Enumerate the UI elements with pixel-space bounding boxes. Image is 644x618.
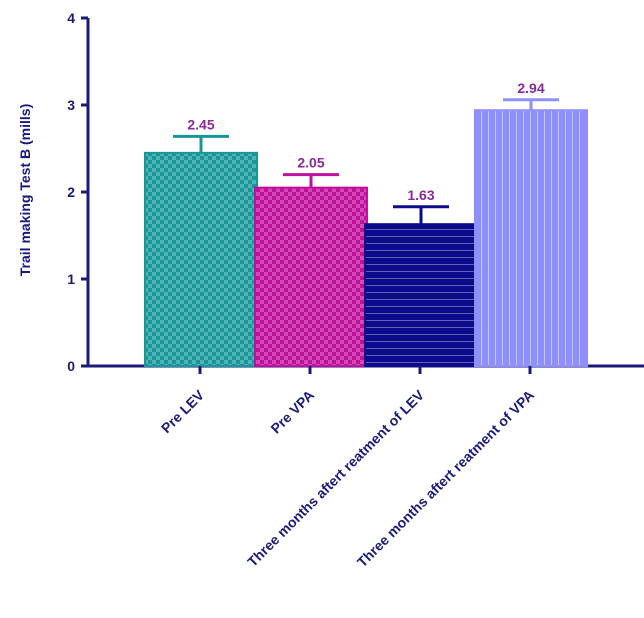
bar [254, 186, 368, 367]
y-axis-label: Trail making Test B (mills) [17, 104, 33, 276]
y-tick-label: 1 [67, 271, 75, 287]
bar [364, 223, 478, 367]
bar [474, 109, 588, 367]
x-tick-label: Three months aftert reatment of LEV [244, 386, 427, 569]
x-tick-label: Pre VPA [267, 387, 317, 437]
y-tick-label: 3 [67, 97, 75, 113]
bar [144, 151, 258, 367]
x-tick-label: Three months aftert reatment of VPA [354, 387, 537, 570]
data-label: 2.05 [297, 155, 324, 171]
data-label: 2.94 [517, 80, 544, 96]
y-tick-label: 4 [67, 10, 75, 26]
y-tick-label: 0 [67, 358, 75, 374]
y-tick-label: 2 [67, 184, 75, 200]
data-label: 2.45 [187, 116, 214, 132]
x-tick-label: Pre LEV [158, 386, 208, 436]
data-label: 1.63 [407, 187, 434, 203]
